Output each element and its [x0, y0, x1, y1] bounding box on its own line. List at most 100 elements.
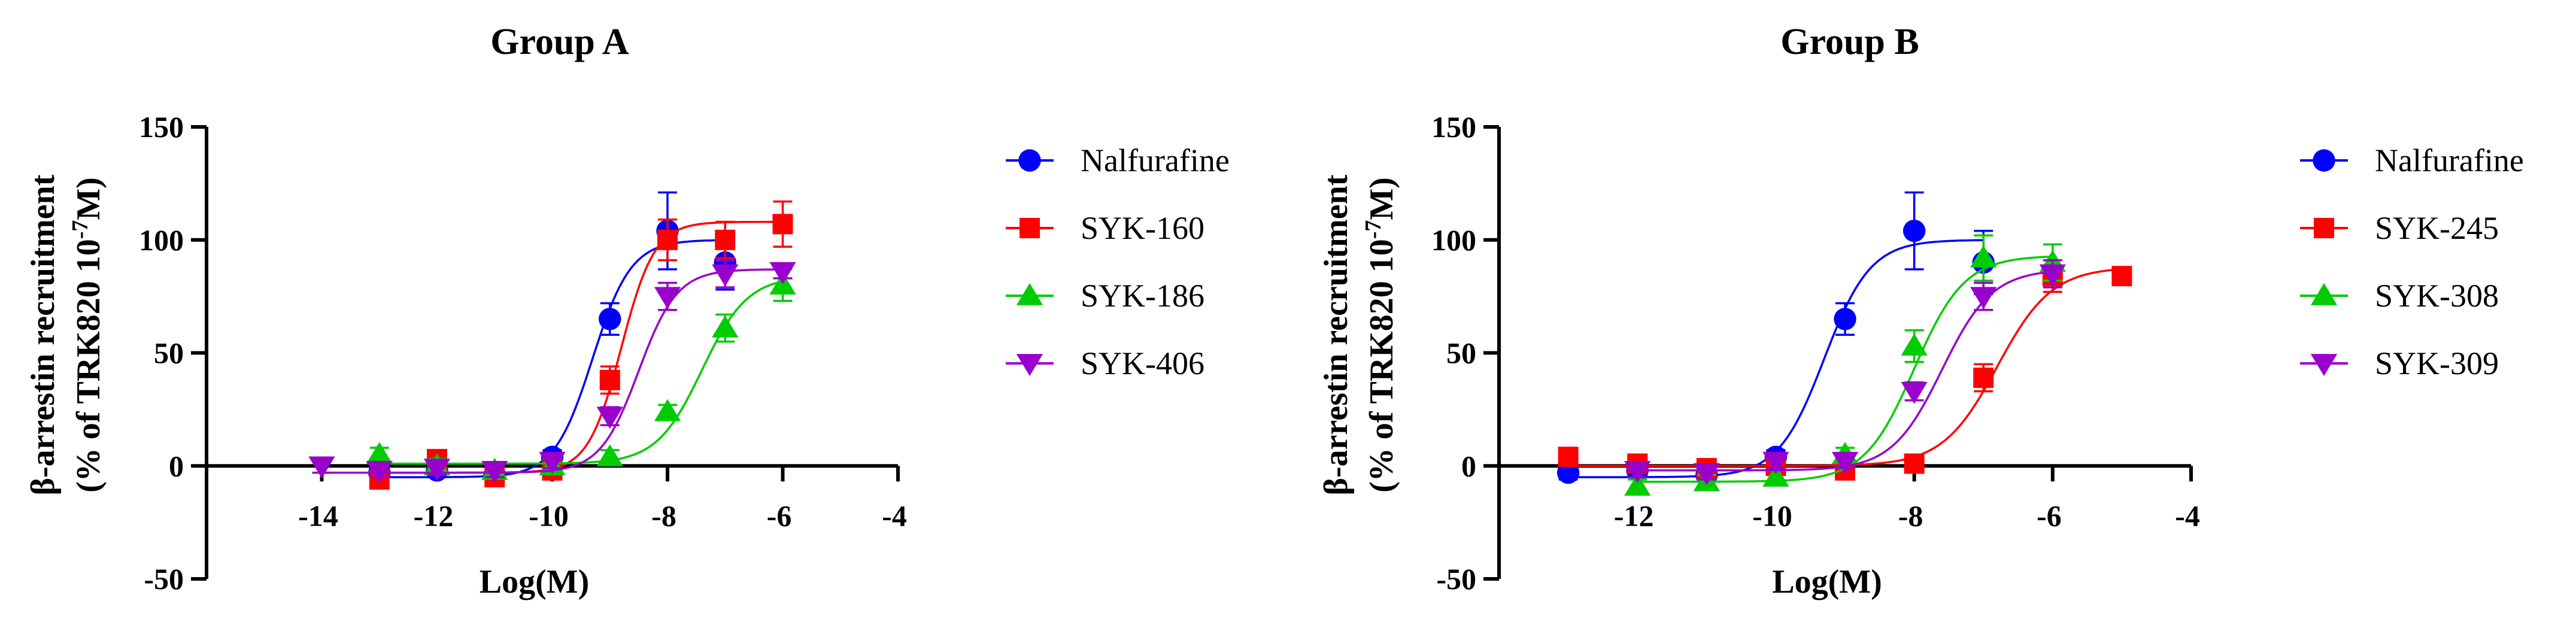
- data-point: [769, 262, 796, 284]
- data-point: [1973, 368, 1994, 389]
- x-tick-label: -14: [298, 499, 338, 532]
- chart-panel-2: Group B -50 0 50 100 150 -12 -10 -8 -6 -4 Log(M) β-a…: [1318, 22, 2524, 600]
- x-axis-label: Log(M): [1772, 563, 1882, 600]
- data-point: [1693, 463, 1720, 486]
- y-tick-label: 150: [1431, 110, 1476, 144]
- data-point: [1903, 219, 1926, 242]
- y-tick-label: -50: [1436, 562, 1476, 596]
- data-point: [1762, 451, 1789, 474]
- legend-item: Nalfurafine: [1006, 142, 1230, 178]
- data-point: [308, 456, 335, 479]
- fit-curve: [321, 268, 783, 474]
- series-nalfurafine: [1556, 191, 1995, 487]
- y-tick-label: 0: [169, 449, 184, 483]
- fit-curve: [1568, 268, 2122, 467]
- data-point: [423, 459, 451, 481]
- legend-label: Nalfurafine: [1081, 142, 1230, 178]
- legend-item: SYK-309: [2300, 345, 2499, 381]
- data-point: [539, 451, 566, 474]
- data-point: [596, 406, 623, 429]
- x-tick-label: -6: [767, 499, 792, 532]
- data-point: [366, 442, 393, 465]
- data-point: [712, 264, 739, 287]
- x-tick-label: -4: [882, 499, 907, 532]
- legend-marker: [2314, 218, 2334, 238]
- fit-curve: [379, 239, 726, 478]
- y-axis-label-line1: β-arrestin recruitment: [25, 174, 62, 495]
- data-point: [1970, 245, 1997, 268]
- legend-item: SYK-308: [2300, 278, 2499, 314]
- data-point: [596, 444, 623, 466]
- y-tick-label: 100: [1431, 223, 1476, 257]
- data-point: [654, 399, 681, 421]
- legend-label: SYK-245: [2375, 210, 2499, 246]
- data-point: [2039, 264, 2066, 287]
- data-point: [1901, 381, 1928, 404]
- y-axis-label-line2: (% of TRK820 10-7M): [68, 177, 107, 493]
- data-point: [1556, 461, 1580, 484]
- data-point: [654, 287, 681, 310]
- y-tick-label: 150: [139, 110, 184, 144]
- series-syk-309: [1624, 259, 2066, 486]
- data-point: [599, 369, 620, 390]
- y-axis-label-line2: (% of TRK820 10-7M): [1361, 177, 1400, 493]
- series-syk-186: [366, 268, 796, 480]
- data-point: [481, 460, 508, 483]
- legend-marker: [1018, 149, 1041, 172]
- y-tick-label: 100: [139, 223, 184, 257]
- legend-item: SYK-186: [1006, 278, 1204, 314]
- x-tick-label: -6: [2037, 499, 2062, 532]
- chart-panel-1: Group A -50 0 50 100 150 -14 -12 -10 -8 -6 -4 Log(M)…: [25, 22, 1230, 600]
- x-tick-label: -8: [1898, 499, 1923, 532]
- legend-label: SYK-160: [1081, 210, 1204, 246]
- legend-marker: [1016, 354, 1043, 377]
- data-point: [2111, 266, 2132, 287]
- y-tick-label: 50: [154, 336, 184, 370]
- legend-item: SYK-406: [1006, 345, 1204, 381]
- legend-item: SYK-160: [1006, 210, 1204, 246]
- data-point: [772, 214, 793, 235]
- x-tick-label: -10: [529, 499, 569, 532]
- data-point: [1762, 465, 1789, 487]
- y-tick-label: -50: [144, 562, 184, 596]
- data-point: [1624, 460, 1651, 483]
- series-nalfurafine: [368, 191, 736, 487]
- legend-label: SYK-406: [1081, 345, 1204, 381]
- data-point: [1558, 447, 1579, 468]
- chart-title: Group B: [1780, 22, 1919, 62]
- legend-marker: [2310, 283, 2338, 305]
- legend-label: SYK-186: [1081, 278, 1204, 314]
- x-tick-label: -12: [1614, 499, 1654, 532]
- data-point: [1901, 333, 1928, 356]
- x-tick-label: -12: [414, 499, 454, 532]
- y-tick-label: 50: [1446, 336, 1476, 370]
- legend-label: SYK-308: [2375, 278, 2499, 314]
- series-syk-160: [369, 200, 793, 490]
- legend-marker: [2310, 354, 2338, 377]
- data-point: [1834, 308, 1856, 330]
- data-point: [1624, 474, 1651, 496]
- legend-label: SYK-309: [2375, 345, 2499, 381]
- y-axis-label-line1: β-arrestin recruitment: [1318, 174, 1355, 495]
- x-tick-label: -4: [2175, 499, 2200, 532]
- legend-marker: [1020, 218, 1040, 238]
- chart-title: Group A: [490, 22, 629, 62]
- data-point: [599, 308, 621, 330]
- fit-curve: [379, 280, 783, 465]
- data-point: [712, 315, 739, 338]
- y-tick-label: 0: [1461, 449, 1476, 483]
- x-tick-label: -10: [1752, 499, 1792, 532]
- fit-curve: [1568, 239, 1984, 478]
- legend-item: SYK-245: [2300, 210, 2499, 246]
- x-tick-label: -8: [651, 499, 676, 532]
- legend-marker: [2313, 149, 2335, 172]
- data-point: [657, 229, 678, 250]
- x-axis-label: Log(M): [480, 563, 590, 600]
- data-point: [715, 229, 736, 250]
- legend-item: Nalfurafine: [2300, 142, 2524, 178]
- data-point: [366, 460, 393, 483]
- data-point: [1904, 453, 1925, 474]
- data-point: [1831, 451, 1859, 474]
